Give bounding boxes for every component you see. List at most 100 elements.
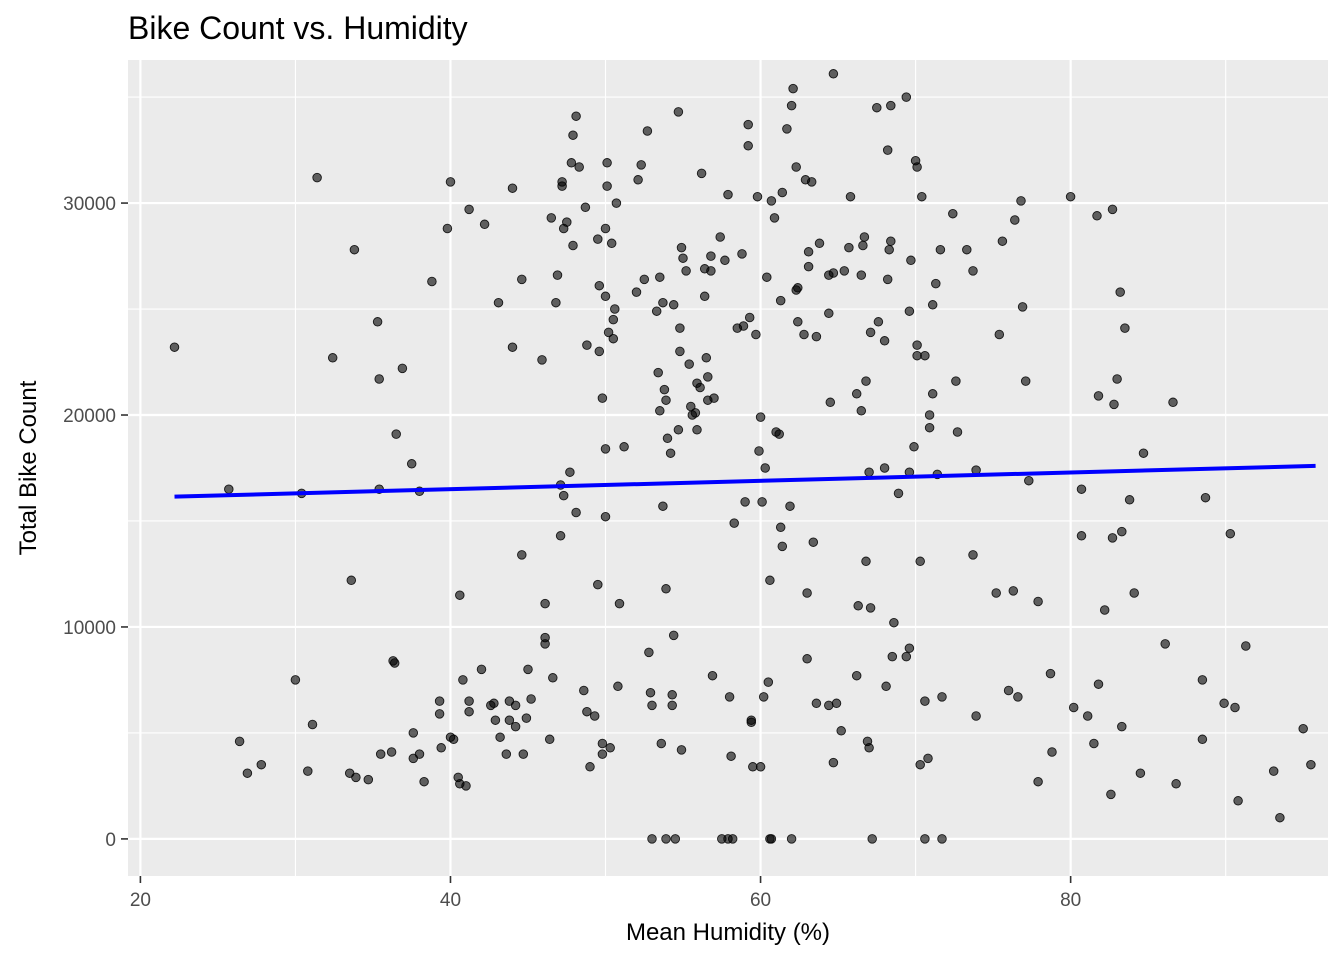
data-point	[782, 124, 792, 134]
data-point	[865, 327, 876, 338]
data-point	[811, 331, 822, 342]
data-point	[1306, 759, 1316, 770]
data-point	[1003, 685, 1014, 696]
data-point	[594, 346, 605, 357]
data-point	[1068, 702, 1079, 713]
data-point	[434, 696, 445, 706]
data-point	[762, 272, 772, 282]
data-point	[414, 749, 425, 759]
data-point	[406, 459, 417, 469]
data-point	[699, 291, 710, 302]
data-point	[517, 274, 527, 285]
data-point	[510, 721, 521, 732]
data-point	[349, 244, 360, 255]
data-point	[828, 69, 839, 79]
data-point	[611, 198, 622, 208]
data-point	[757, 497, 767, 507]
data-point	[738, 321, 749, 331]
data-point	[510, 700, 521, 711]
data-point	[695, 382, 705, 393]
data-point	[802, 654, 812, 664]
data-point	[793, 283, 803, 293]
data-point	[881, 681, 891, 692]
data-point	[703, 372, 713, 382]
data-point	[647, 834, 657, 844]
data-point	[427, 276, 437, 287]
data-point	[786, 100, 797, 111]
data-point	[493, 297, 504, 308]
scatter-points	[169, 69, 1316, 844]
data-point	[1115, 287, 1125, 297]
data-point	[518, 749, 529, 759]
data-point	[793, 317, 803, 327]
data-point	[386, 747, 397, 757]
data-point	[1275, 812, 1285, 823]
data-point	[844, 242, 854, 253]
data-point	[374, 374, 384, 384]
data-point	[766, 196, 777, 206]
data-point	[865, 603, 876, 613]
data-point	[375, 749, 386, 759]
x-tick-label: 40	[440, 890, 461, 911]
data-point	[633, 175, 643, 185]
data-point	[968, 550, 978, 560]
data-point	[614, 598, 625, 609]
data-point	[234, 736, 245, 747]
data-point	[1020, 376, 1031, 386]
data-point	[501, 749, 512, 759]
data-point	[1089, 738, 1099, 749]
data-point	[307, 719, 318, 730]
data-point	[665, 448, 676, 458]
data-point	[802, 588, 812, 598]
data-point	[526, 694, 536, 704]
data-point	[397, 363, 408, 374]
data-point	[748, 762, 758, 772]
data-point	[661, 584, 671, 594]
data-point	[1268, 766, 1279, 776]
data-point	[1107, 204, 1118, 215]
data-point	[994, 329, 1005, 340]
data-point	[763, 677, 774, 687]
y-axis-title: Total Bike Count	[15, 380, 42, 555]
data-point	[312, 172, 322, 183]
data-point	[582, 706, 592, 717]
data-point	[594, 280, 605, 291]
data-point	[290, 675, 301, 685]
data-point	[667, 700, 677, 711]
data-point	[464, 696, 474, 706]
data-point	[948, 208, 958, 219]
data-point	[555, 531, 566, 541]
data-point	[839, 266, 850, 276]
data-point	[901, 651, 912, 662]
data-point	[562, 217, 572, 227]
data-point	[912, 162, 922, 172]
data-point	[580, 202, 591, 213]
data-point	[523, 664, 533, 675]
data-point	[884, 244, 894, 255]
data-point	[1109, 399, 1119, 410]
data-point	[696, 168, 707, 179]
data-point	[775, 522, 786, 533]
data-point	[507, 342, 518, 352]
data-point	[887, 651, 898, 662]
data-point	[997, 236, 1008, 246]
y-tick-label: 30000	[63, 194, 116, 215]
data-point	[1120, 323, 1130, 333]
data-point	[912, 350, 922, 361]
data-point	[1138, 448, 1149, 458]
data-point	[1017, 302, 1028, 312]
data-point	[656, 738, 667, 749]
data-point	[1099, 605, 1110, 615]
data-point	[676, 242, 687, 253]
data-point	[1076, 531, 1087, 541]
data-point	[906, 255, 916, 266]
trend-line-group	[174, 463, 1316, 499]
data-point	[744, 312, 755, 323]
data-point	[1117, 721, 1127, 732]
data-point	[658, 297, 668, 308]
data-point	[613, 681, 623, 692]
data-point	[701, 353, 712, 363]
data-point	[1065, 191, 1076, 202]
data-point	[548, 673, 558, 683]
data-point	[551, 297, 561, 308]
